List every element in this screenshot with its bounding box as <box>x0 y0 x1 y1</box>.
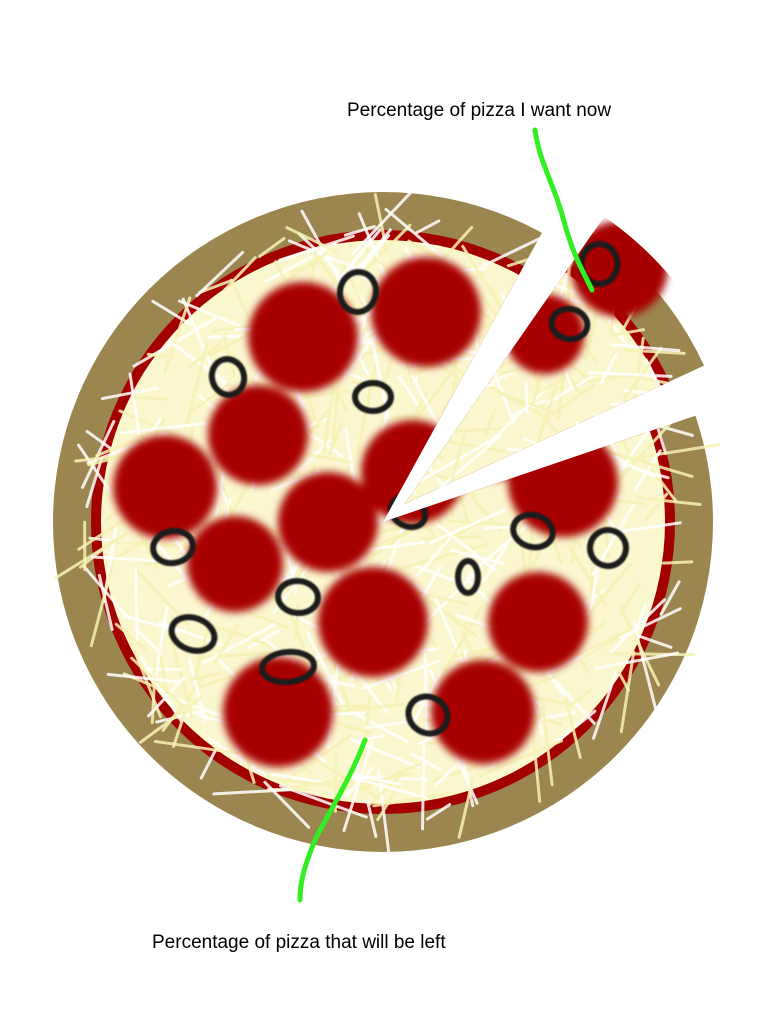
olive-group <box>150 269 629 737</box>
pepperoni <box>318 567 428 677</box>
olive <box>455 558 481 596</box>
pepperoni <box>488 572 588 672</box>
pepperoni <box>187 516 283 612</box>
label-pointers <box>297 127 595 903</box>
pepperoni <box>223 657 333 767</box>
slice-label-wanted: Percentage of pizza I want now <box>347 100 612 121</box>
olive <box>259 648 317 686</box>
olive <box>208 356 248 398</box>
olive <box>150 527 196 567</box>
pepperoni <box>248 282 358 392</box>
olive <box>548 305 591 343</box>
pointer-remaining <box>297 737 368 903</box>
slice-label-remaining: Percentage of pizza that will be left <box>152 932 446 953</box>
pointer-wanted <box>532 127 595 293</box>
olive <box>275 577 321 617</box>
olive <box>510 511 556 551</box>
olive <box>405 693 451 737</box>
olive <box>352 380 394 414</box>
olive <box>587 527 629 569</box>
pepperoni <box>504 294 585 375</box>
olive <box>336 269 380 315</box>
pepperoni <box>371 257 481 367</box>
pepperoni <box>431 660 535 764</box>
pepperoni <box>278 472 378 572</box>
pepperoni <box>113 435 217 539</box>
pepperoni <box>208 385 308 485</box>
olive <box>168 614 218 654</box>
